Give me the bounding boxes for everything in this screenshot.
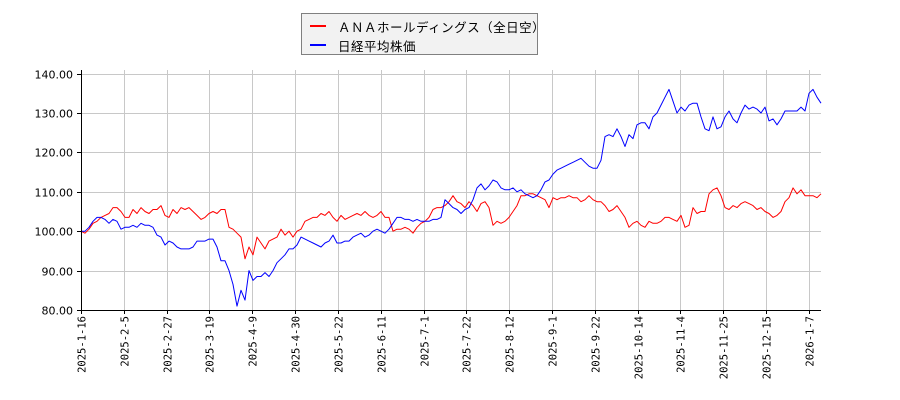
x-tick-label: 2025-11-4 bbox=[676, 316, 688, 373]
y-tick-label: 80.00 bbox=[42, 305, 74, 318]
series-lines bbox=[80, 88, 822, 307]
legend-label-nikkei: 日経平均株価 bbox=[338, 38, 417, 54]
y-tick-label: 140.00 bbox=[35, 69, 74, 82]
legend-item-nikkei: 日経平均株価 bbox=[302, 36, 416, 54]
x-tick-label: 2025-12-15 bbox=[762, 316, 774, 379]
x-tick-label: 2025-2-5 bbox=[120, 316, 132, 367]
x-tick-label: 2025-10-14 bbox=[634, 316, 646, 379]
axes bbox=[81, 70, 821, 311]
legend-swatch-blue bbox=[310, 44, 326, 46]
x-tick-label: 2025-7-1 bbox=[420, 316, 432, 367]
x-tick-label: 2025-1-16 bbox=[77, 316, 89, 373]
legend-item-ana: ＡＮＡホールディングス（全日空） bbox=[302, 17, 545, 35]
x-tick-label: 2025-8-12 bbox=[505, 316, 517, 373]
grid-lines bbox=[81, 70, 821, 310]
x-tick-label: 2025-7-22 bbox=[462, 316, 474, 373]
x-tick-label: 2025-3-19 bbox=[205, 316, 217, 373]
chart-legend: ＡＮＡホールディングス（全日空） 日経平均株価 bbox=[301, 13, 545, 55]
x-tick-label: 2025-9-1 bbox=[548, 316, 560, 367]
y-tick-label: 100.00 bbox=[35, 226, 74, 239]
legend-label-ana: ＡＮＡホールディングス（全日空） bbox=[338, 19, 546, 35]
y-axis-ticks: 80.00 90.00 100.00 110.00 120.00 130.00 140.00 bbox=[35, 69, 81, 318]
y-tick-label: 110.00 bbox=[35, 187, 74, 200]
y-tick-label: 90.00 bbox=[42, 266, 74, 279]
x-tick-label: 2025-4-9 bbox=[248, 316, 260, 367]
x-tick-label: 2025-5-22 bbox=[334, 316, 346, 373]
series-ana-line bbox=[80, 187, 822, 260]
x-tick-label: 2025-11-25 bbox=[719, 316, 731, 379]
legend-swatch-red bbox=[310, 25, 326, 27]
x-axis-ticks: 2025-1-16 2025-2-5 2025-2-27 2025-3-19 2025-… bbox=[77, 310, 817, 379]
x-tick-label: 2025-4-30 bbox=[291, 316, 303, 373]
x-tick-label: 2025-6-11 bbox=[377, 316, 389, 373]
x-tick-label: 2025-2-27 bbox=[163, 316, 175, 373]
y-tick-label: 120.00 bbox=[35, 147, 74, 160]
series-nikkei-line bbox=[81, 88, 822, 307]
x-tick-label: 2026-1-7 bbox=[805, 316, 817, 367]
x-tick-label: 2025-9-22 bbox=[591, 316, 603, 373]
y-tick-label: 130.00 bbox=[35, 108, 74, 121]
